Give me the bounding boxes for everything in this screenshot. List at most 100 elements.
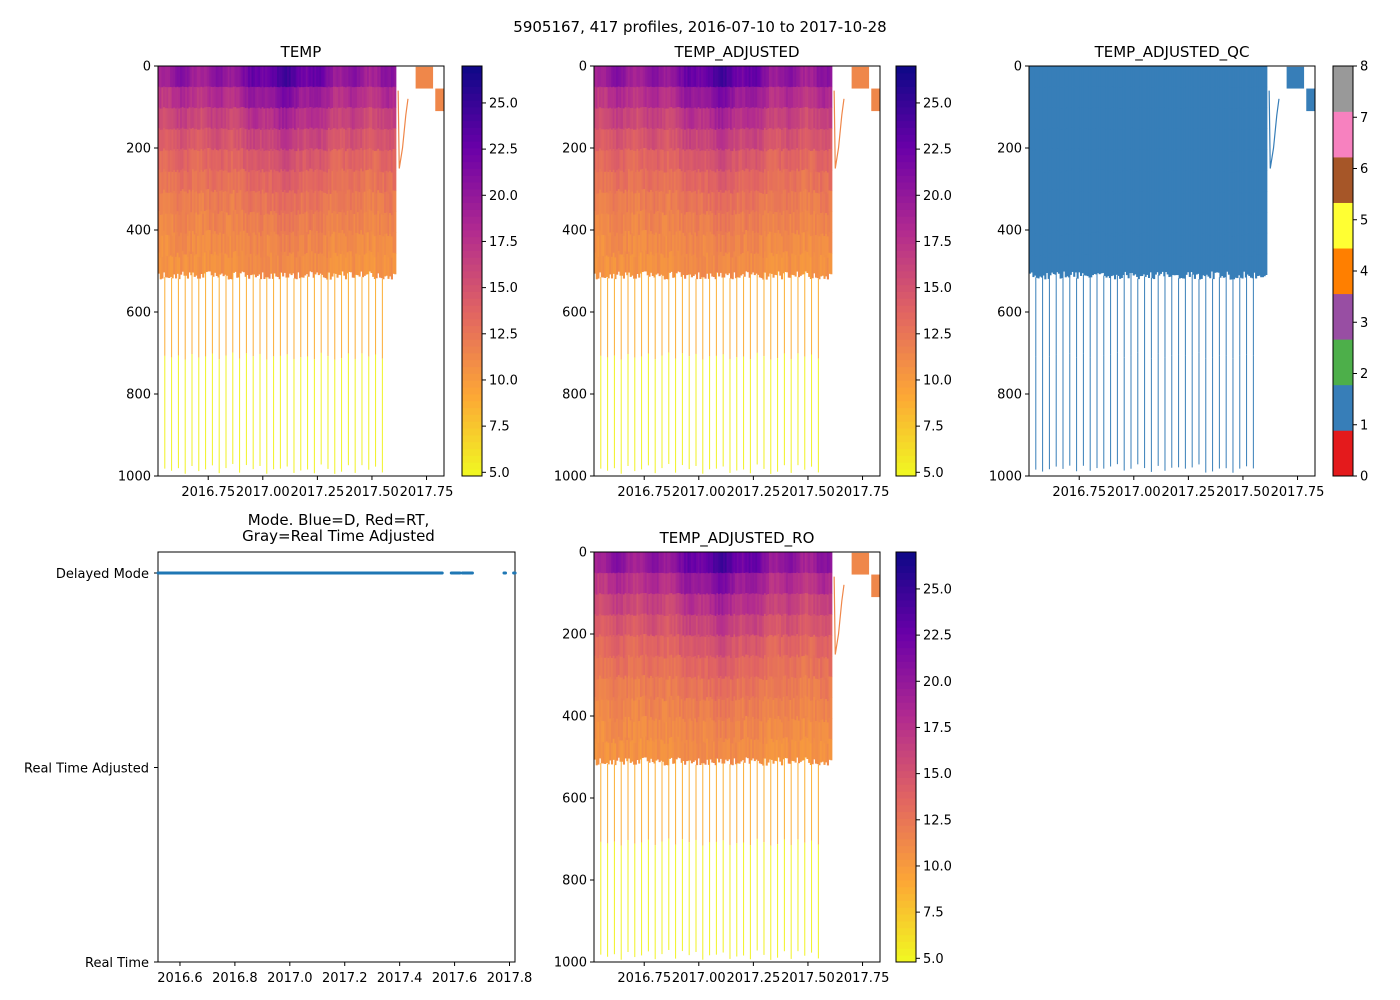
heatmap-cell — [329, 129, 332, 152]
heatmap-cell — [1258, 233, 1261, 255]
heatmap-cell — [1137, 108, 1140, 131]
heatmap-cell — [372, 129, 375, 151]
heatmap-cell — [1156, 86, 1159, 108]
heatmap-cell — [763, 107, 767, 129]
heatmap-cell — [624, 572, 627, 594]
heatmap-cell — [633, 257, 636, 279]
heatmap-cell — [1234, 213, 1237, 236]
heatmap-cell — [684, 172, 687, 194]
heatmap-cell — [661, 254, 665, 276]
heatmap-cell — [205, 148, 208, 170]
heatmap-cell — [1226, 107, 1229, 128]
heatmap-cell — [334, 211, 337, 233]
heatmap-cell — [304, 86, 307, 109]
heatmap-cell — [265, 129, 268, 151]
heatmap-cell — [239, 210, 242, 232]
heatmap-cell — [1202, 170, 1205, 192]
heatmap-cell — [276, 234, 280, 256]
heatmap-cell — [680, 150, 683, 172]
heatmap-cell — [1239, 213, 1242, 236]
heatmap-cell — [672, 129, 675, 151]
heatmap-cell — [1073, 234, 1076, 256]
heatmap-cell — [765, 257, 768, 280]
heatmap-cell — [1202, 212, 1205, 234]
heatmap-cell — [1102, 66, 1105, 88]
heatmap-cell — [1139, 212, 1142, 235]
heatmap-cell — [729, 129, 733, 152]
heatmap-cell — [1029, 252, 1032, 274]
heatmap-cell — [180, 211, 183, 234]
heatmap-cell — [168, 87, 171, 109]
heatmap-cell — [203, 66, 206, 88]
heatmap-cell — [1115, 253, 1118, 275]
heatmap-cell — [268, 257, 271, 279]
heatmap-cell — [607, 171, 610, 194]
heatmap-cell — [633, 679, 636, 701]
heatmap-cell — [1158, 212, 1161, 234]
heatmap-cell — [355, 128, 358, 150]
heatmap-cell — [195, 86, 198, 109]
heatmap-cell — [777, 66, 780, 87]
heatmap-cell — [1142, 149, 1145, 171]
heatmap-cell — [222, 149, 225, 172]
heatmap-cell — [1180, 214, 1183, 236]
heatmap-cell — [803, 86, 806, 108]
heatmap-cell — [809, 236, 812, 258]
heatmap-cell — [229, 193, 232, 216]
heatmap-cell — [210, 170, 213, 192]
heatmap-cell — [390, 129, 393, 152]
heatmap-cell — [741, 169, 744, 192]
heatmap-cell — [1064, 129, 1067, 151]
heatmap-cell — [811, 150, 814, 173]
heatmap-cell — [668, 210, 671, 232]
heatmap-cell — [1236, 214, 1239, 236]
heatmap-cell — [641, 572, 644, 594]
heatmap-cell — [372, 255, 375, 277]
colorbar-segment — [896, 141, 916, 149]
heatmap-cell — [237, 192, 240, 215]
heatmap-cell — [1105, 108, 1108, 130]
heatmap-cell — [367, 169, 370, 192]
heatmap-cell — [745, 168, 748, 190]
heatmap-cell — [263, 257, 266, 279]
heatmap-cell — [231, 172, 234, 195]
heatmap-cell — [726, 232, 729, 255]
heatmap-cell — [321, 66, 324, 88]
heatmap-cell — [633, 235, 636, 258]
heatmap-cell — [780, 151, 784, 173]
heatmap-cell — [1130, 210, 1134, 232]
heatmap-cell — [1183, 214, 1186, 237]
heatmap-cell — [208, 168, 212, 190]
heatmap-cell — [675, 107, 678, 129]
heatmap-cell — [1091, 107, 1094, 129]
heatmap-cell — [1239, 129, 1242, 151]
heatmap-cell — [1034, 107, 1037, 130]
heatmap-cell — [293, 214, 297, 237]
heatmap-cell — [803, 211, 806, 233]
heatmap-cell — [631, 572, 634, 595]
heatmap-cell — [794, 150, 797, 172]
heatmap-cell — [215, 128, 218, 151]
heatmap-cell — [599, 634, 602, 656]
heatmap-cell — [358, 87, 361, 109]
heatmap-cell — [1209, 193, 1212, 215]
heatmap-cell — [1261, 171, 1264, 193]
heatmap-cell — [261, 127, 264, 149]
heatmap-cell — [368, 127, 371, 149]
heatmap-cell — [1051, 189, 1054, 211]
colorbar-segment — [462, 455, 482, 463]
heatmap-cell — [663, 66, 666, 88]
y-tick-label: 1000 — [118, 470, 151, 485]
heatmap-cell — [1105, 234, 1108, 257]
heatmap-cell — [814, 87, 818, 109]
heatmap-cell — [227, 236, 230, 259]
heatmap-cell — [192, 210, 195, 232]
heatmap-cell — [275, 129, 278, 151]
heatmap-cell — [244, 234, 247, 256]
heatmap-cell — [1164, 148, 1168, 170]
heatmap-cell — [658, 170, 661, 193]
heatmap-cell — [1263, 212, 1266, 235]
heatmap-cell — [1112, 191, 1115, 213]
heatmap-cell — [614, 257, 617, 280]
heatmap-cell — [1197, 128, 1200, 150]
